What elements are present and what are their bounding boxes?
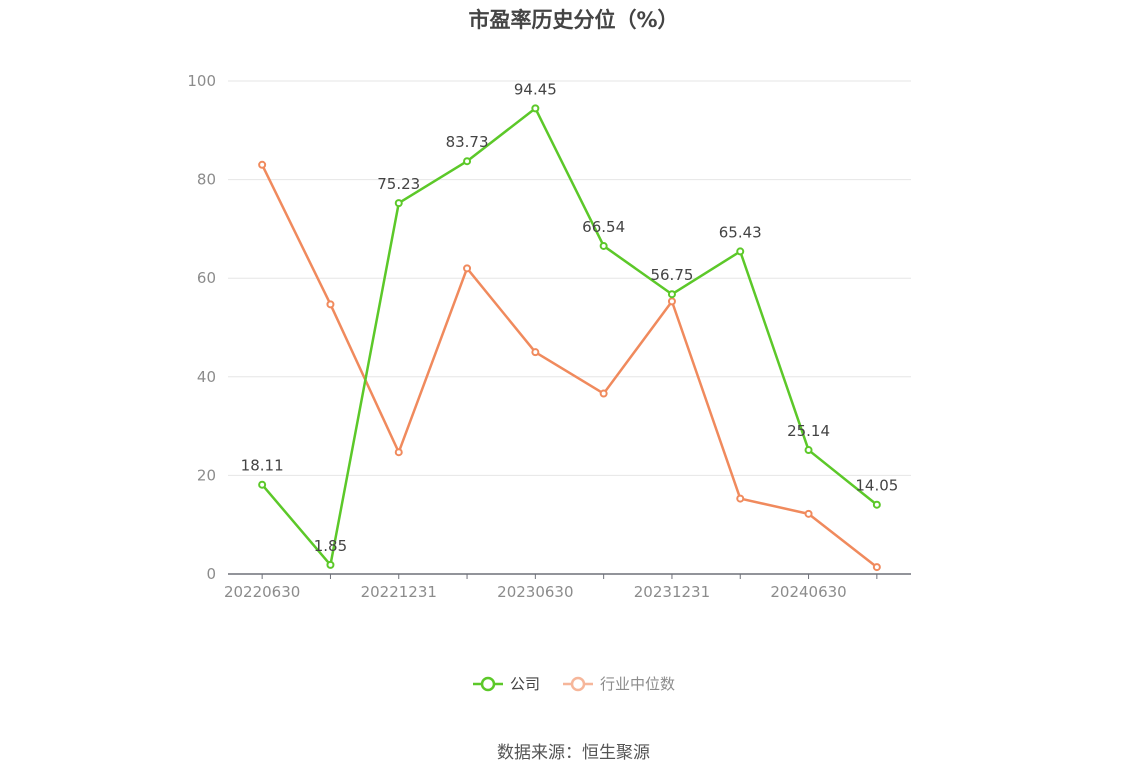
data-label-company-20230630: 94.45	[514, 80, 557, 98]
legend-industry-line-icon	[563, 676, 593, 691]
series-line-company	[261, 107, 878, 567]
data-labels: 18.11 1.85 75.23 83.73 94.45 66.54 56.75 65.43 2…	[241, 80, 899, 555]
y-tick-label-60: 60	[197, 269, 216, 287]
data-point-company-20220930	[326, 560, 335, 569]
data-label-company-20220930: 1.85	[314, 537, 347, 555]
series-layer	[258, 104, 881, 572]
y-tick-label-100: 100	[187, 72, 216, 90]
data-label-company-20240930: 14.05	[855, 477, 898, 495]
data-point-company-20230930	[599, 241, 608, 250]
x-tick-label-20221231: 20221231	[361, 583, 437, 601]
grid-lines	[228, 80, 911, 476]
series-company	[258, 104, 881, 569]
y-tick-label-80: 80	[197, 171, 216, 189]
data-point-industry-20220930	[326, 300, 335, 309]
y-tick-label-0: 0	[206, 565, 216, 583]
x-tick-label-20231231: 20231231	[634, 583, 710, 601]
legend-item-industry-median[interactable]: 行业中位数	[562, 673, 675, 694]
data-point-company-20230630	[531, 104, 540, 113]
data-point-industry-20221231	[394, 448, 403, 457]
series-industry-median	[258, 160, 881, 572]
data-point-company-20221231	[394, 199, 403, 208]
data-label-company-20220630: 18.11	[241, 457, 284, 475]
legend-item-company[interactable]: 公司	[472, 673, 540, 694]
data-label-company-20240630: 25.14	[787, 422, 830, 440]
data-point-industry-20230331	[463, 264, 472, 273]
legend: 公司 行业中位数	[0, 673, 1147, 694]
y-tick-label-40: 40	[197, 368, 216, 386]
x-tick-label-20220630: 20220630	[224, 583, 300, 601]
x-tick-label-20230630: 20230630	[497, 583, 573, 601]
data-point-company-20230331	[463, 157, 472, 166]
series-line-industry-median	[261, 164, 878, 569]
legend-label-industry-median: 行业中位数	[600, 675, 676, 693]
data-point-company-20220630	[258, 480, 267, 489]
x-tick-label-20240630: 20240630	[770, 583, 846, 601]
legend-company-line-icon	[472, 676, 503, 691]
y-tick-label-20: 20	[197, 466, 216, 484]
data-label-company-20230930: 66.54	[582, 218, 625, 236]
data-point-industry-20240630	[804, 509, 813, 518]
data-label-company-20240331: 65.43	[719, 223, 762, 241]
data-source-note: 数据来源：恒生聚源	[497, 743, 650, 763]
data-point-company-20240930	[872, 500, 881, 509]
axes: 0 20 40 60 80 100 20220630 20221231 20230630 2023…	[187, 72, 911, 601]
data-point-industry-20230630	[531, 348, 540, 357]
data-point-company-20231231	[667, 290, 676, 299]
chart-title: 市盈率历史分位（%）	[468, 8, 679, 32]
data-label-company-20231231: 56.75	[650, 266, 693, 284]
data-label-company-20221231: 75.23	[377, 175, 420, 193]
data-point-industry-20240930	[872, 563, 881, 572]
legend-label-company: 公司	[509, 675, 540, 693]
data-point-company-20240331	[736, 247, 745, 256]
data-point-industry-20240331	[736, 494, 745, 503]
data-point-industry-20231231	[667, 297, 676, 306]
data-point-industry-20230930	[599, 389, 608, 398]
data-point-industry-20220630	[258, 160, 267, 169]
data-point-company-20240630	[804, 446, 813, 455]
data-label-company-20230331: 83.73	[446, 133, 489, 151]
line-chart: 0 20 40 60 80 100 20220630 20221231 20230630 2023…	[187, 72, 911, 601]
